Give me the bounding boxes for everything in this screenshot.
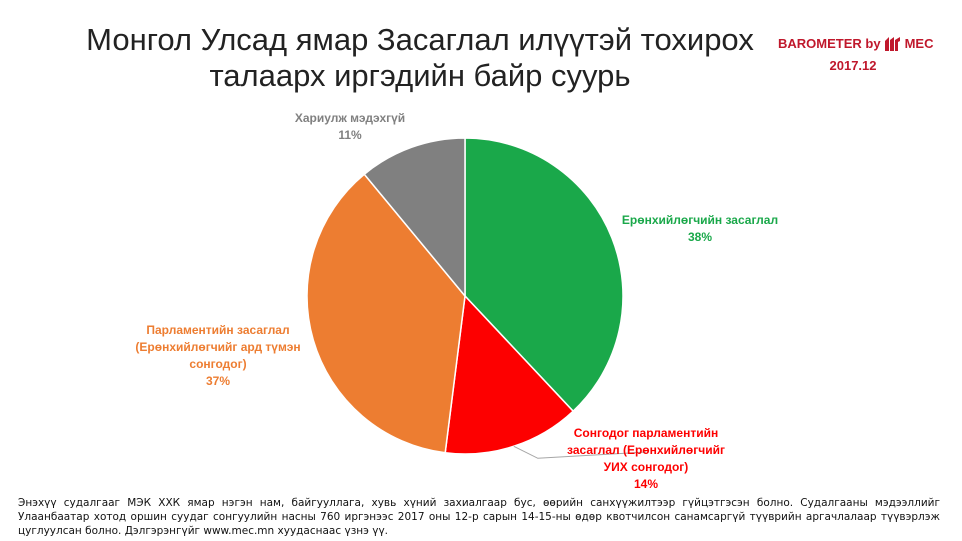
slice-label-dont-know: Хариулж мэдэхгүй 11% <box>270 110 430 144</box>
slice-value-label: 11% <box>338 128 362 142</box>
chart-title-line-2: талаарх иргэдийн байр суурь <box>209 58 631 93</box>
slice-label-text: Ерөнхийлөгчийн засаглал <box>621 213 779 227</box>
slice-label-presidential: Ерөнхийлөгчийн засаглал 38% <box>600 212 800 246</box>
slice-label-text: (Ерөнхийлөгчийг ард түмэн <box>135 340 301 354</box>
pie-slice-presidential <box>464 137 624 413</box>
slice-value-label: 14% <box>633 477 659 491</box>
pie-slice-dont-know <box>363 137 466 299</box>
brand-name: BAROMETER by <box>778 36 881 51</box>
chart-title-line-1: Монгол Улсад ямар Засаглал илүүтэй тохир… <box>86 22 754 57</box>
leader-line <box>513 445 647 459</box>
brand-mark: BAROMETER by MEC <box>778 36 958 51</box>
slice-label-text: УИХ сонгодог) <box>603 460 689 474</box>
footnote: Энэхүү судалгааг МЭК ХХК ямар нэгэн нам,… <box>18 497 940 537</box>
pie-slice-classic-parliamentary <box>444 294 575 455</box>
chart-title: Монгол Улсад ямар Засаглал илүүтэй тохир… <box>60 22 780 94</box>
slice-label-text: Парламентийн засаглал <box>146 323 290 337</box>
slice-label-text: Хариулж мэдэхгүй <box>294 111 406 125</box>
slice-label-classic-parliamentary: Сонгодог парламентийн засаглал (Ерөнхийл… <box>556 425 736 493</box>
brand-logo-text: MEC <box>904 36 934 51</box>
slice-value-label: 38% <box>687 230 713 244</box>
survey-date: 2017.12 <box>829 58 877 73</box>
slice-value-label: 37% <box>205 374 231 388</box>
slice-label-text: засаглал (Ерөнхийлөгчийг <box>567 443 725 457</box>
mec-logo-icon <box>884 36 900 51</box>
slice-label-parliamentary: Парламентийн засаглал (Ерөнхийлөгчийг ар… <box>118 322 318 390</box>
pie-slice-parliamentary <box>306 173 466 454</box>
slice-label-text: сонгодог) <box>189 357 247 371</box>
slice-label-text: Сонгодог парламентийн <box>573 426 719 440</box>
